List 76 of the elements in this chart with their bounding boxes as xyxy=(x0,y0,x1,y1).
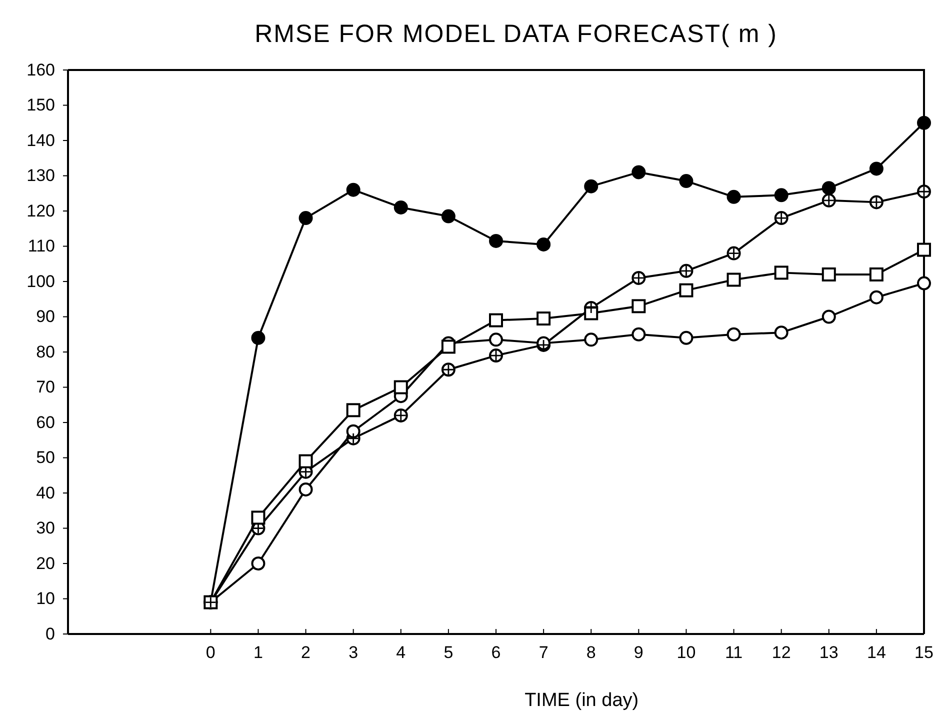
y-tick-label: 130 xyxy=(26,166,55,186)
x-tick-label: 12 xyxy=(772,643,791,662)
point xyxy=(632,165,646,180)
point xyxy=(774,188,788,202)
point xyxy=(441,209,456,224)
y-tick-label: 160 xyxy=(26,60,55,80)
point xyxy=(679,174,694,188)
point xyxy=(774,266,788,280)
y-tick-label: 90 xyxy=(36,307,55,326)
point xyxy=(489,313,503,328)
point xyxy=(869,290,884,304)
point xyxy=(822,181,836,196)
point xyxy=(632,299,646,314)
point xyxy=(489,332,503,347)
y-tick-label: 10 xyxy=(36,589,55,608)
point xyxy=(726,190,741,204)
point xyxy=(394,200,408,214)
point xyxy=(346,424,360,438)
point xyxy=(726,272,741,287)
point xyxy=(298,454,313,468)
point xyxy=(536,312,551,326)
x-tick-label: 2 xyxy=(301,643,311,662)
x-tick-label: 7 xyxy=(538,643,548,662)
point xyxy=(298,211,313,226)
point xyxy=(251,556,266,570)
y-tick-label: 110 xyxy=(28,236,55,256)
x-tick-label: 15 xyxy=(914,643,934,662)
point xyxy=(869,267,884,282)
x-tick-label: 9 xyxy=(634,643,644,662)
point xyxy=(251,510,266,525)
x-tick-label: 4 xyxy=(396,643,406,662)
x-tick-label: 11 xyxy=(724,643,743,662)
point xyxy=(726,327,741,342)
y-tick-label: 80 xyxy=(36,342,55,362)
point xyxy=(489,234,503,248)
point xyxy=(632,327,646,342)
point xyxy=(584,179,598,194)
x-tick-label: 1 xyxy=(253,643,263,662)
y-tick-label: 100 xyxy=(26,272,55,291)
point xyxy=(251,330,266,345)
x-tick-label: 6 xyxy=(491,643,501,662)
point xyxy=(536,237,551,252)
x-tick-label: 8 xyxy=(586,643,596,662)
point xyxy=(346,403,360,418)
y-tick-label: 140 xyxy=(26,130,55,150)
point xyxy=(679,283,694,298)
point xyxy=(441,340,456,354)
point xyxy=(298,482,313,496)
y-tick-label: 50 xyxy=(36,448,55,468)
x-tick-label: 3 xyxy=(348,643,358,662)
x-axis-title: TIME (in day) xyxy=(524,690,639,711)
y-tick-label: 20 xyxy=(36,554,55,573)
x-tick-label: 10 xyxy=(676,643,696,662)
point xyxy=(822,310,836,324)
x-tick-label: 5 xyxy=(444,643,454,662)
point xyxy=(917,116,931,130)
x-tick-label: 14 xyxy=(866,643,886,662)
y-tick-label: 30 xyxy=(36,518,55,538)
point xyxy=(346,182,360,197)
x-tick-label: 13 xyxy=(819,643,838,662)
point xyxy=(584,332,598,347)
y-tick-label: 120 xyxy=(26,201,55,220)
x-tick-label: 0 xyxy=(206,643,216,662)
y-tick-label: 150 xyxy=(26,96,55,115)
point xyxy=(394,380,408,394)
y-tick-label: 40 xyxy=(36,483,55,502)
y-tick-label: 70 xyxy=(36,378,55,397)
point xyxy=(917,242,931,257)
y-tick-label: 0 xyxy=(46,624,55,644)
point xyxy=(822,267,836,282)
y-tick-label: 60 xyxy=(36,412,55,432)
point xyxy=(774,326,788,340)
chart-title: RMSE FOR MODEL DATA FORECAST( m ) xyxy=(254,20,778,48)
point xyxy=(917,276,931,290)
point xyxy=(679,330,694,345)
point xyxy=(869,162,884,176)
